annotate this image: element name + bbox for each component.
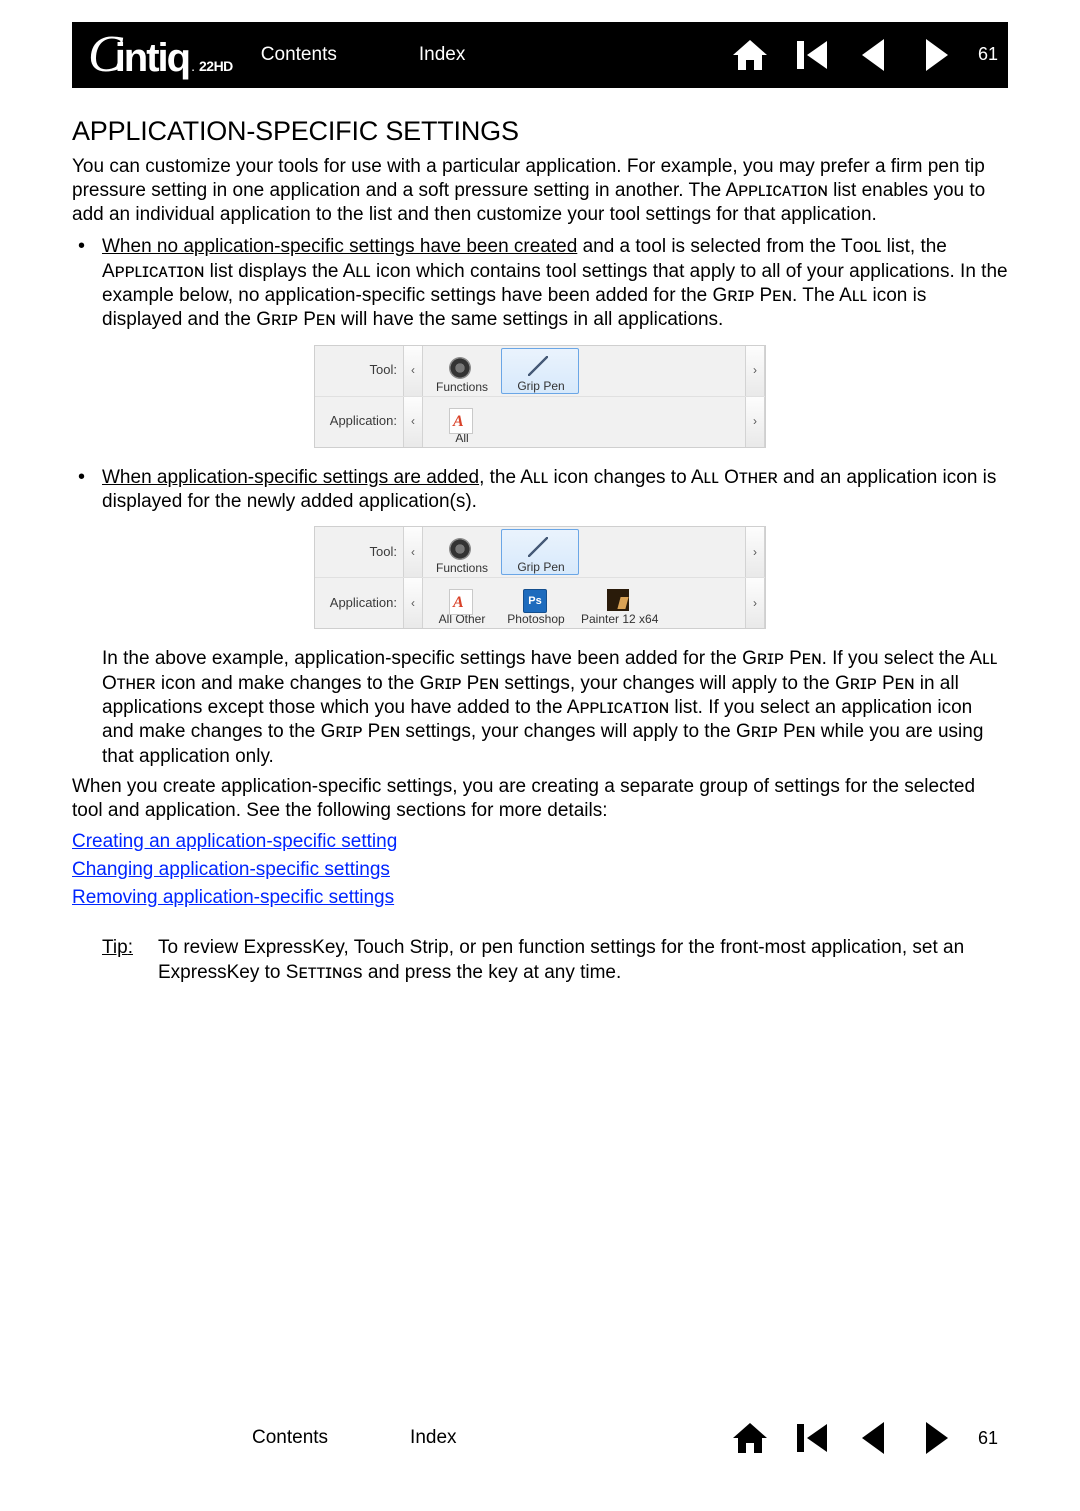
footer-bar: Contents Index 61 bbox=[72, 1405, 1008, 1471]
page-title: APPLICATION-SPECIFIC SETTINGS bbox=[72, 114, 1008, 149]
scroll-left-icon[interactable]: ‹ bbox=[403, 397, 423, 447]
prev-page-icon[interactable] bbox=[854, 35, 894, 75]
first-page-icon[interactable] bbox=[792, 35, 832, 75]
scroll-right-icon[interactable]: › bbox=[745, 346, 765, 396]
contents-link[interactable]: Contents bbox=[252, 1426, 328, 1450]
page-number: 61 bbox=[978, 43, 998, 66]
link-creating[interactable]: Creating an application-specific setting bbox=[72, 830, 397, 854]
docA-icon bbox=[449, 589, 475, 611]
create-settings-paragraph: When you create application-specific set… bbox=[72, 775, 1008, 824]
home-icon[interactable] bbox=[730, 35, 770, 75]
scroll-right-icon[interactable]: › bbox=[745, 527, 765, 577]
index-link[interactable]: Index bbox=[419, 43, 465, 67]
gear-icon bbox=[449, 538, 475, 560]
application-label: Application: bbox=[315, 578, 403, 628]
brand-logo: C intiq . 22HD bbox=[88, 22, 233, 89]
app-item-painter-12-x64[interactable]: Painter 12 x64 bbox=[573, 580, 666, 626]
tool-item-functions[interactable]: Functions bbox=[425, 529, 499, 575]
tool-label: Tool: bbox=[315, 527, 403, 577]
next-page-icon[interactable] bbox=[916, 35, 956, 75]
pen-icon bbox=[528, 537, 554, 559]
app-item-all-other[interactable]: All Other bbox=[425, 580, 499, 626]
scroll-right-icon[interactable]: › bbox=[745, 397, 765, 447]
settings-panel-2: Tool: ‹ FunctionsGrip Pen › Application:… bbox=[314, 526, 766, 629]
docA-icon bbox=[449, 408, 475, 430]
scroll-left-icon[interactable]: ‹ bbox=[403, 578, 423, 628]
index-link[interactable]: Index bbox=[410, 1426, 456, 1450]
brand-model: 22HD bbox=[199, 58, 233, 76]
scroll-left-icon[interactable]: ‹ bbox=[403, 527, 423, 577]
scroll-left-icon[interactable]: ‹ bbox=[403, 346, 423, 396]
nav-icons: 61 bbox=[730, 35, 998, 75]
intro-paragraph: You can customize your tools for use wit… bbox=[72, 155, 1008, 228]
scroll-right-icon[interactable]: › bbox=[745, 578, 765, 628]
link-removing[interactable]: Removing application-specific settings bbox=[72, 886, 394, 910]
pen-icon bbox=[528, 356, 554, 378]
ps-icon: Ps bbox=[523, 589, 549, 611]
tool-item-functions[interactable]: Functions bbox=[425, 348, 499, 394]
bullet-with-settings: When application-specific settings are a… bbox=[72, 466, 1008, 515]
tool-label: Tool: bbox=[315, 346, 403, 396]
tool-item-grip-pen[interactable]: Grip Pen bbox=[501, 529, 579, 575]
link-changing[interactable]: Changing application-specific settings bbox=[72, 858, 390, 882]
painter-icon bbox=[607, 589, 633, 611]
nav-icons: 61 bbox=[730, 1418, 998, 1458]
prev-page-icon[interactable] bbox=[854, 1418, 894, 1458]
tip-label: Tip bbox=[102, 936, 158, 985]
after-panel2-paragraph: In the above example, application-specif… bbox=[72, 647, 1008, 769]
app-item-photoshop[interactable]: PsPhotoshop bbox=[499, 580, 573, 626]
home-icon[interactable] bbox=[730, 1418, 770, 1458]
application-label: Application: bbox=[315, 397, 403, 447]
settings-panel-1: Tool: ‹ FunctionsGrip Pen › Application:… bbox=[314, 345, 766, 448]
contents-link[interactable]: Contents bbox=[261, 43, 337, 67]
gear-icon bbox=[449, 357, 475, 379]
next-page-icon[interactable] bbox=[916, 1418, 956, 1458]
tip-body: To review ExpressKey, Touch Strip, or pe… bbox=[158, 936, 1008, 985]
first-page-icon[interactable] bbox=[792, 1418, 832, 1458]
bullet-no-settings: When no application-specific settings ha… bbox=[72, 235, 1008, 332]
tip-block: Tip To review ExpressKey, Touch Strip, o… bbox=[72, 936, 1008, 985]
app-item-all[interactable]: All bbox=[425, 399, 499, 445]
header-bar: C intiq . 22HD Contents Index 61 bbox=[72, 22, 1008, 88]
tool-item-grip-pen[interactable]: Grip Pen bbox=[501, 348, 579, 394]
page-number: 61 bbox=[978, 1427, 998, 1450]
